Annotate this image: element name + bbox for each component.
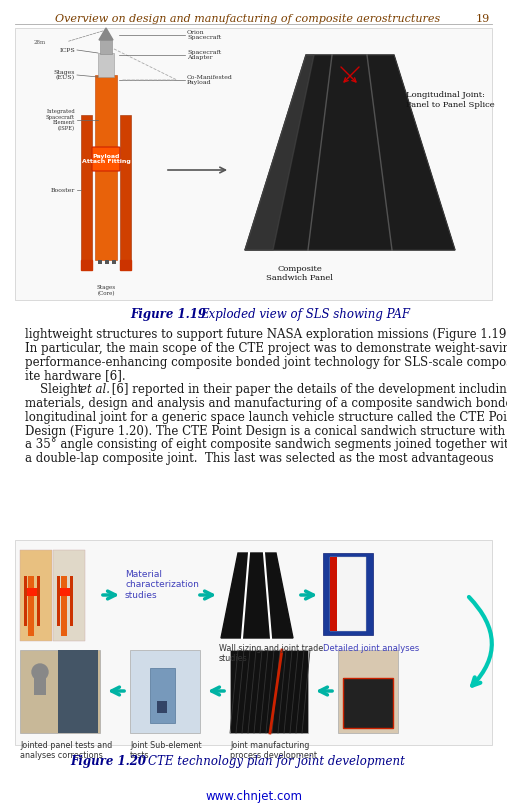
- Text: ICPS: ICPS: [59, 48, 75, 52]
- Bar: [157, 701, 167, 713]
- Bar: [230, 650, 308, 733]
- Polygon shape: [81, 260, 92, 270]
- Bar: [330, 557, 337, 631]
- Text: www.chnjet.com: www.chnjet.com: [205, 790, 302, 803]
- Bar: [58, 650, 98, 733]
- Text: Spacecraft
Adapter: Spacecraft Adapter: [187, 50, 221, 60]
- Text: [6] reported in their paper the details of the development including: [6] reported in their paper the details …: [108, 383, 507, 397]
- Bar: [150, 668, 175, 723]
- Bar: [123, 260, 127, 264]
- Text: Joint manufacturing
process development: Joint manufacturing process development: [230, 741, 317, 760]
- Text: Co-Manifested
Payload: Co-Manifested Payload: [187, 75, 233, 85]
- Text: Jointed panel tests and
analyses corrections: Jointed panel tests and analyses correct…: [20, 741, 112, 760]
- Bar: [343, 678, 393, 728]
- Bar: [81, 115, 92, 260]
- Bar: [70, 576, 73, 626]
- Bar: [15, 28, 492, 300]
- Text: longitudinal joint for a generic space launch vehicle structure called the CTE P: longitudinal joint for a generic space l…: [25, 411, 507, 424]
- Bar: [20, 550, 52, 641]
- Text: In particular, the main scope of the CTE project was to demonstrate weight-savin: In particular, the main scope of the CTE…: [25, 342, 507, 355]
- Polygon shape: [245, 55, 314, 250]
- Text: Composite
Sandwich Panel: Composite Sandwich Panel: [267, 265, 334, 282]
- Bar: [343, 678, 393, 728]
- Bar: [60, 588, 70, 596]
- Text: Material
characterization
studies: Material characterization studies: [125, 570, 199, 600]
- Bar: [95, 75, 117, 260]
- Bar: [100, 40, 112, 54]
- Bar: [53, 550, 85, 641]
- Text: Figure 1.20: Figure 1.20: [70, 755, 146, 768]
- Bar: [37, 576, 40, 626]
- Text: Joint Sub-element
tests: Joint Sub-element tests: [130, 741, 202, 760]
- Text: Booster: Booster: [51, 188, 75, 193]
- Text: Stages
(EUS): Stages (EUS): [54, 69, 75, 81]
- Polygon shape: [120, 260, 131, 270]
- Text: et al.: et al.: [81, 383, 111, 397]
- Bar: [20, 650, 100, 733]
- Bar: [34, 677, 46, 695]
- Circle shape: [32, 664, 48, 680]
- Text: materials, design and analysis and manufacturing of a composite sandwich bonded: materials, design and analysis and manuf…: [25, 397, 507, 410]
- Polygon shape: [221, 553, 293, 638]
- Text: ite hardware [6].: ite hardware [6].: [25, 369, 126, 382]
- Bar: [330, 557, 366, 631]
- FancyBboxPatch shape: [92, 147, 120, 171]
- Text: Design (Figure 1.20). The CTE Point Design is a conical sandwich structure with: Design (Figure 1.20). The CTE Point Desi…: [25, 425, 505, 438]
- Text: Payload
Attach Fitting: Payload Attach Fitting: [82, 154, 130, 164]
- Text: Stages
(Core): Stages (Core): [96, 285, 116, 296]
- Text: Wall sizing and joint trade
studies: Wall sizing and joint trade studies: [219, 644, 323, 663]
- Text: CTE technology plan for joint development: CTE technology plan for joint developmen…: [148, 755, 405, 768]
- Bar: [57, 576, 60, 626]
- Bar: [27, 588, 37, 596]
- Polygon shape: [99, 28, 113, 40]
- Text: performance-enhancing composite bonded joint technology for SLS-scale compos-: performance-enhancing composite bonded j…: [25, 355, 507, 368]
- Bar: [98, 260, 102, 264]
- Bar: [120, 115, 131, 260]
- Text: 19: 19: [476, 14, 490, 24]
- Text: Exploded view of SLS showing PAF: Exploded view of SLS showing PAF: [200, 308, 410, 321]
- Bar: [61, 576, 67, 636]
- Bar: [130, 650, 200, 733]
- Bar: [98, 53, 114, 77]
- Text: a double-lap composite joint.  This last was selected as the most advantageous: a double-lap composite joint. This last …: [25, 452, 494, 465]
- Bar: [15, 540, 492, 745]
- Bar: [338, 650, 398, 733]
- Text: Figure 1.19: Figure 1.19: [130, 308, 206, 321]
- Text: a 35° angle consisting of eight composite sandwich segments joined together with: a 35° angle consisting of eight composit…: [25, 438, 507, 451]
- Bar: [323, 553, 373, 635]
- Bar: [24, 576, 27, 626]
- Text: Orion
Spacecraft: Orion Spacecraft: [187, 30, 221, 40]
- Bar: [83, 260, 87, 264]
- Bar: [112, 260, 116, 264]
- Bar: [105, 260, 109, 264]
- Polygon shape: [245, 55, 455, 250]
- Text: Overview on design and manufacturing of composite aerostructures: Overview on design and manufacturing of …: [55, 14, 441, 24]
- Text: Detailed joint analyses: Detailed joint analyses: [323, 644, 419, 653]
- Text: 28m: 28m: [34, 39, 46, 44]
- Bar: [28, 576, 34, 636]
- Text: Sleight: Sleight: [25, 383, 86, 397]
- Text: Longitudinal Joint:
Panel to Panel Splice: Longitudinal Joint: Panel to Panel Splic…: [406, 91, 495, 109]
- Text: Integrated
Spacecraft
Element
(ISPE): Integrated Spacecraft Element (ISPE): [46, 109, 75, 131]
- Text: lightweight structures to support future NASA exploration missions (Figure 1.19): lightweight structures to support future…: [25, 328, 507, 341]
